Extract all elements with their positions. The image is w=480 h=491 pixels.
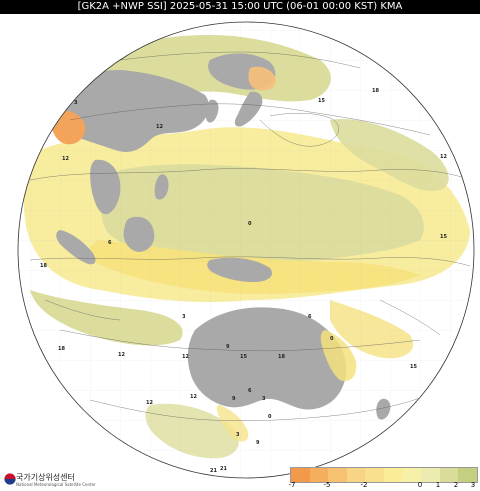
colorbar-segment — [383, 468, 403, 482]
colorbar-tick-label: -5 — [323, 481, 331, 489]
colorbar-tick-label: -7 — [288, 481, 296, 489]
contour-label: 3 — [262, 396, 266, 402]
colorbar-tick-label: 0 — [417, 481, 423, 489]
contour-label-group: 12 18 6 0 3 12 15 18 12 15 12 3 6 0 9 12… — [40, 88, 447, 474]
colorbar-tick-label: 1 — [435, 481, 441, 489]
contour-label: 9 — [232, 396, 236, 402]
contour-label: 9 — [256, 440, 260, 446]
logo-subtitle: National Meteorological Satellite Center — [16, 482, 96, 487]
contour-label: 15 — [318, 98, 325, 104]
contour-label: 18 — [40, 263, 47, 269]
contour-label: 12 — [62, 156, 69, 162]
contour-label: 9 — [226, 344, 230, 350]
contour-label: 0 — [268, 414, 272, 420]
contour-label: 3 — [236, 432, 240, 438]
colorbar-segment — [309, 468, 329, 482]
contour-label: 0 — [330, 336, 334, 342]
colorbar — [290, 467, 478, 483]
colorbar-segment — [421, 468, 440, 482]
colorbar-tick-label: -2 — [360, 481, 368, 489]
colorbar-segment — [291, 468, 310, 482]
contour-label: 12 — [118, 352, 125, 358]
contour-label: 12 — [190, 394, 197, 400]
colorbar-segment — [346, 468, 366, 482]
colorbar-tick-label: 2 — [453, 481, 459, 489]
contour-label: 6 — [308, 314, 312, 320]
contour-label: 15 — [410, 364, 417, 370]
contour-label: 3 — [182, 314, 186, 320]
contour-label: 15 — [90, 464, 97, 470]
colorbar-segment — [402, 468, 422, 482]
map-title: [GK2A +NWP SSI] 2025-05-31 15:00 UTC (06… — [0, 0, 480, 14]
contour-label: 18 — [372, 88, 379, 94]
contour-label: 12 — [146, 400, 153, 406]
contour-label: 15 — [240, 354, 247, 360]
contour-label: 6 — [248, 388, 252, 394]
kma-emblem-icon — [4, 473, 16, 485]
colorbar-segment — [328, 468, 347, 482]
contour-label: 12 — [156, 124, 163, 130]
contour-label: 12 — [440, 154, 447, 160]
contour-label: 12 — [182, 354, 189, 360]
colorbar-segment — [365, 468, 384, 482]
contour-label: 6 — [108, 240, 112, 246]
colorbar-segment — [439, 468, 459, 482]
contour-label: 3 — [74, 100, 78, 106]
contour-label: 21 — [220, 466, 227, 472]
contour-label: 15 — [440, 234, 447, 240]
contour-label: 21 — [210, 468, 217, 474]
colorbar-ticks: -7 -5 -2 0 1 2 3 — [288, 481, 476, 491]
contour-label: 0 — [248, 221, 252, 227]
colorbar-tick-label: 3 — [470, 481, 476, 489]
colorbar-segment — [458, 468, 477, 482]
earth-disc-outline — [17, 21, 475, 479]
logo-name: 국가기상위성센터 — [16, 473, 75, 482]
contour-label: 18 — [58, 346, 65, 352]
contour-label: 18 — [278, 354, 285, 360]
